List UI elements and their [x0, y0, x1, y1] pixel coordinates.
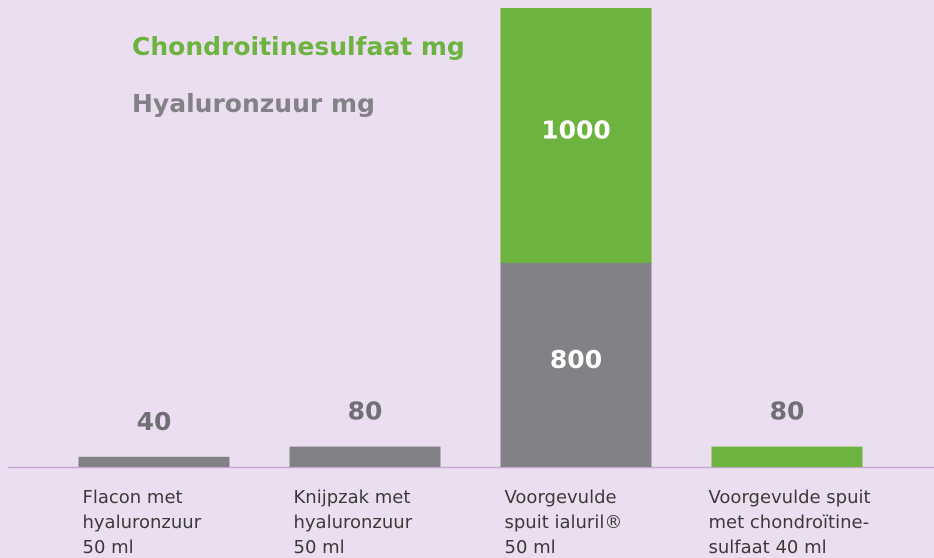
legend-entry: Hyaluronzuur mg	[132, 89, 375, 118]
value-label: 40	[137, 407, 172, 436]
bar-segment	[711, 446, 863, 467]
bar-segment	[500, 8, 652, 263]
x-tick-label: sulfaat 40 ml	[709, 537, 827, 558]
value-label: 1000	[541, 116, 611, 145]
x-tick-label: Voorgevulde spuit	[709, 487, 871, 508]
value-label: 80	[348, 397, 383, 426]
legend-entry: Chondroitinesulfaat mg	[132, 32, 465, 61]
x-tick-label: hyaluronzuur	[83, 512, 202, 533]
value-label: 80	[770, 397, 805, 426]
x-tick-label: Voorgevulde	[505, 487, 617, 508]
value-label: 800	[550, 345, 602, 374]
x-tick-label: hyaluronzuur	[294, 512, 413, 533]
x-tick-label: spuit ialuril®	[505, 512, 623, 533]
bar-segment	[500, 263, 652, 467]
x-tick-label: met chondroïtine-	[709, 512, 870, 533]
bar-segment	[78, 456, 230, 467]
x-tick-label: Flacon met	[83, 487, 183, 508]
bar-segment	[289, 446, 441, 467]
x-tick-label: 50 ml	[505, 537, 556, 558]
x-tick-label: Knijpzak met	[294, 487, 411, 508]
x-tick-label: 50 ml	[294, 537, 345, 558]
x-tick-label: 50 ml	[83, 537, 134, 558]
